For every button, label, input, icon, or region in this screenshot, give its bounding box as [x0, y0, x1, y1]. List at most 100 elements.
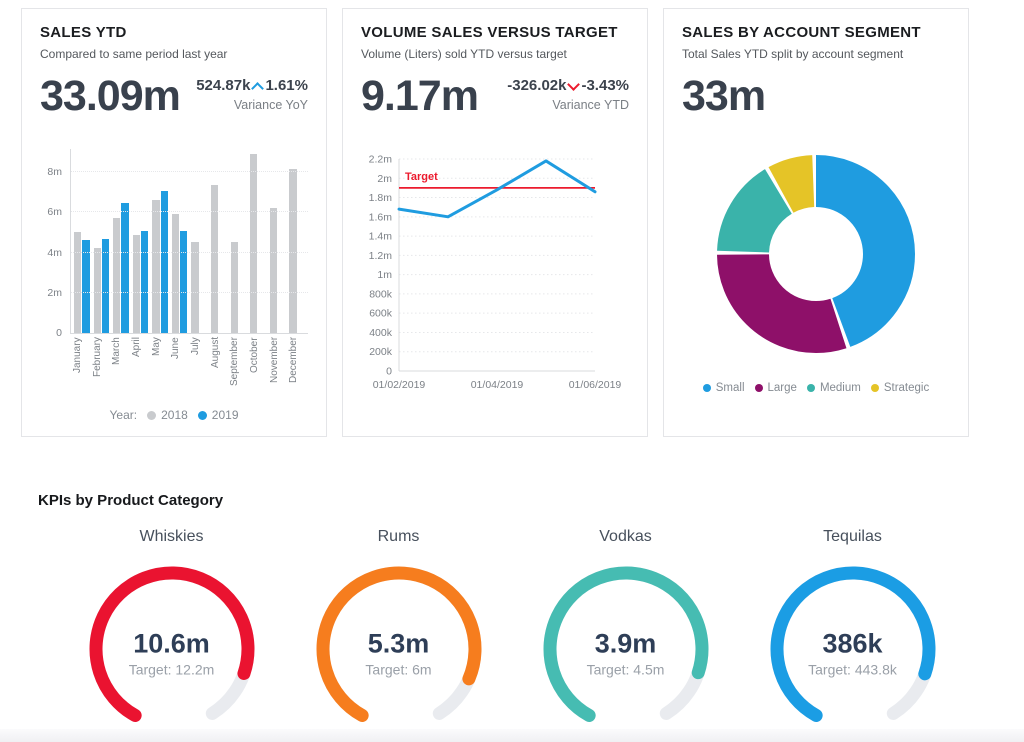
- legend-dot-icon: [806, 384, 815, 392]
- bar-group-june[interactable]: [171, 148, 188, 333]
- bar-chart-y-axis: 0 2m 4m 6m 8m: [47, 166, 62, 339]
- svg-text:01/02/2019: 01/02/2019: [373, 379, 426, 391]
- bar-chart-legend[interactable]: Year: 2018 2019: [22, 408, 326, 422]
- legend-dot-icon: [702, 384, 711, 392]
- gauge-rums[interactable]: Rums 5.3m Target: 6m: [285, 528, 512, 738]
- bar-2018[interactable]: [191, 241, 199, 333]
- bar-2018[interactable]: [132, 235, 141, 333]
- gauge-target: Target: 6m: [365, 661, 432, 678]
- footer-strip: [0, 729, 1024, 742]
- bar-2018[interactable]: [211, 185, 219, 333]
- card-title: SALES BY ACCOUNT SEGMENT: [682, 24, 921, 41]
- svg-text:0: 0: [386, 366, 392, 378]
- bar-2019[interactable]: [180, 231, 188, 333]
- bar-group-december[interactable]: [289, 148, 305, 333]
- bar-2019[interactable]: [141, 231, 149, 333]
- bar-2018[interactable]: [74, 232, 82, 333]
- gauge-vodkas[interactable]: Vodkas 3.9m Target: 4.5m: [512, 528, 739, 738]
- gauge-whiskies[interactable]: Whiskies 10.6m Target: 12.2m: [58, 528, 285, 738]
- bar-2019[interactable]: [82, 239, 90, 333]
- bar-group-february[interactable]: [93, 148, 110, 333]
- svg-text:01/06/2019: 01/06/2019: [569, 379, 622, 391]
- variance-value: -326.02k: [507, 77, 567, 94]
- bar-2018[interactable]: [152, 200, 160, 333]
- card-sales-by-segment: SALES BY ACCOUNT SEGMENT Total Sales YTD…: [663, 8, 969, 437]
- donut-legend[interactable]: Small Large Medium Strategic: [664, 382, 968, 394]
- x-label: November: [268, 337, 280, 384]
- donut-segment-small[interactable]: [717, 155, 915, 353]
- bar-2019[interactable]: [160, 191, 168, 333]
- gauge-value: 10.6m: [133, 628, 210, 659]
- bar-2019[interactable]: [101, 238, 110, 333]
- x-label: January: [72, 337, 83, 373]
- svg-text:1.2m: 1.2m: [369, 250, 393, 262]
- legend-item-medium[interactable]: Medium: [806, 382, 861, 394]
- x-label: August: [209, 337, 221, 369]
- bar-group-september[interactable]: [230, 148, 247, 333]
- legend-item-2018[interactable]: 2018: [147, 408, 188, 422]
- bar-2018[interactable]: [171, 214, 180, 333]
- svg-text:200k: 200k: [369, 346, 393, 358]
- bar-2019[interactable]: [121, 203, 129, 333]
- svg-text:800k: 800k: [369, 288, 393, 300]
- bar-group-october[interactable]: [250, 148, 266, 333]
- bar-2018[interactable]: [230, 241, 238, 333]
- sales-bar-chart[interactable]: 0 2m 4m 6m 8m January February March April May Ju…: [40, 149, 310, 399]
- sales-ytd-value: 33.09m: [40, 72, 181, 120]
- gauge-target: Target: 443.8k: [808, 661, 897, 678]
- svg-text:600k: 600k: [369, 308, 393, 320]
- svg-text:400k: 400k: [369, 327, 393, 339]
- x-label: July: [190, 337, 202, 355]
- volume-ytd-value: 9.17m: [361, 72, 479, 120]
- legend-dot-icon: [754, 384, 763, 392]
- svg-text:Target: Target: [405, 171, 438, 183]
- card-subtitle: Volume (Liters) sold YTD versus target: [361, 47, 567, 61]
- bar-group-july[interactable]: [191, 148, 207, 333]
- legend-prefix: Year:: [109, 408, 138, 422]
- kpi-section-title: KPIs by Product Category: [38, 492, 224, 509]
- legend-item-small[interactable]: Small: [702, 382, 745, 394]
- variance-label: Variance YTD: [552, 98, 629, 112]
- bar-2018[interactable]: [93, 247, 101, 333]
- x-label: June: [170, 337, 182, 359]
- bar-2018[interactable]: [269, 208, 278, 333]
- gauge-svg: [316, 566, 481, 722]
- x-label: May: [150, 337, 162, 356]
- x-label: December: [288, 337, 300, 384]
- legend-item-strategic[interactable]: Strategic: [870, 382, 929, 394]
- bar-2018[interactable]: [113, 218, 121, 333]
- kpi-row: 33.09m 524.87k 1.61% Variance YoY: [40, 75, 308, 118]
- bar-2018[interactable]: [250, 154, 258, 333]
- gauge-title: Vodkas: [599, 528, 652, 545]
- donut-svg: [717, 155, 915, 353]
- bar-group-august[interactable]: [211, 148, 227, 333]
- bar-group-november[interactable]: [269, 148, 286, 333]
- line-chart-svg: 0 200k 400k 600k 800k 1m 1.2m 1.4m 1.6m 1.8m 2m 2.2…: [369, 154, 622, 392]
- legend-item-2019[interactable]: 2019: [197, 408, 239, 422]
- svg-text:2.2m: 2.2m: [369, 154, 393, 166]
- bar-group-may[interactable]: [152, 148, 168, 333]
- down-caret-icon: [569, 82, 578, 91]
- x-label: April: [131, 337, 143, 358]
- top-cards-row: SALES YTD Compared to same period last y…: [21, 8, 969, 437]
- volume-line-chart[interactable]: 0 200k 400k 600k 800k 1m 1.2m 1.4m 1.6m 1.8m 2m 2.2…: [353, 147, 641, 403]
- variance-pct: 1.61%: [265, 77, 308, 94]
- bar-2018[interactable]: [289, 169, 297, 333]
- svg-text:1.6m: 1.6m: [369, 211, 393, 223]
- bar-group-march[interactable]: [113, 148, 129, 333]
- gauge-title: Tequilas: [823, 528, 882, 545]
- bar-group-april[interactable]: [132, 148, 149, 333]
- gauge-value: 3.9m: [594, 628, 657, 659]
- segment-donut-chart[interactable]: [713, 151, 919, 357]
- bar-chart-plot: [70, 149, 308, 334]
- kpi-row: 9.17m -326.02k -3.43% Variance YTD: [361, 75, 629, 118]
- x-label: September: [229, 337, 241, 386]
- svg-text:2m: 2m: [377, 173, 392, 185]
- donut-segment-large[interactable]: [717, 155, 915, 353]
- segment-total-value: 33m: [682, 72, 766, 120]
- svg-text:1.4m: 1.4m: [369, 231, 393, 243]
- gauge-tequilas[interactable]: Tequilas 386k Target: 443.8k: [739, 528, 966, 738]
- gauge-svg: [543, 566, 708, 722]
- legend-item-large[interactable]: Large: [754, 382, 797, 394]
- bar-group-january[interactable]: [74, 148, 90, 333]
